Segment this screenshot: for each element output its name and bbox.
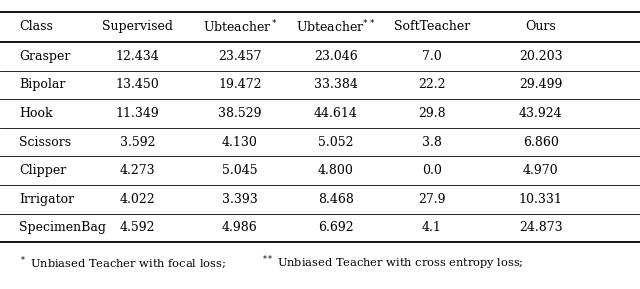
Text: Ours: Ours	[525, 20, 556, 33]
Text: 5.052: 5.052	[318, 136, 354, 149]
Text: 29.499: 29.499	[519, 78, 563, 91]
Text: 33.384: 33.384	[314, 78, 358, 91]
Text: Grasper: Grasper	[19, 50, 70, 63]
Text: 8.468: 8.468	[318, 193, 354, 206]
Text: Scissors: Scissors	[19, 136, 71, 149]
Text: 10.331: 10.331	[519, 193, 563, 206]
Text: 4.1: 4.1	[422, 221, 442, 234]
Text: 27.9: 27.9	[419, 193, 445, 206]
Text: 3.393: 3.393	[222, 193, 258, 206]
Text: 20.203: 20.203	[519, 50, 563, 63]
Text: SoftTeacher: SoftTeacher	[394, 20, 470, 33]
Text: 7.0: 7.0	[422, 50, 442, 63]
Text: 6.860: 6.860	[523, 136, 559, 149]
Text: 3.592: 3.592	[120, 136, 156, 149]
Text: 29.8: 29.8	[418, 107, 446, 120]
Text: 13.450: 13.450	[116, 78, 159, 91]
Text: $^*$ Unbiased Teacher with focal loss;: $^*$ Unbiased Teacher with focal loss;	[19, 254, 226, 271]
Text: Ubteacher$^*$: Ubteacher$^*$	[203, 18, 277, 35]
Text: 4.273: 4.273	[120, 164, 156, 177]
Text: 22.2: 22.2	[419, 78, 445, 91]
Text: 3.8: 3.8	[422, 136, 442, 149]
Text: Supervised: Supervised	[102, 20, 173, 33]
Text: 44.614: 44.614	[314, 107, 358, 120]
Text: Class: Class	[19, 20, 53, 33]
Text: 19.472: 19.472	[218, 78, 262, 91]
Text: 4.970: 4.970	[523, 164, 559, 177]
Text: 23.046: 23.046	[314, 50, 358, 63]
Text: Ubteacher$^{**}$: Ubteacher$^{**}$	[296, 18, 376, 35]
Text: 0.0: 0.0	[422, 164, 442, 177]
Text: SpecimenBag: SpecimenBag	[19, 221, 106, 234]
Text: 4.592: 4.592	[120, 221, 156, 234]
Text: 11.349: 11.349	[116, 107, 159, 120]
Text: 6.692: 6.692	[318, 221, 354, 234]
Text: 5.045: 5.045	[222, 164, 258, 177]
Text: 43.924: 43.924	[519, 107, 563, 120]
Text: Bipolar: Bipolar	[19, 78, 65, 91]
Text: 4.800: 4.800	[318, 164, 354, 177]
Text: 38.529: 38.529	[218, 107, 262, 120]
Text: 4.130: 4.130	[222, 136, 258, 149]
Text: 23.457: 23.457	[218, 50, 262, 63]
Text: 4.986: 4.986	[222, 221, 258, 234]
Text: Hook: Hook	[19, 107, 53, 120]
Text: Irrigator: Irrigator	[19, 193, 74, 206]
Text: $^{**}$ Unbiased Teacher with cross entropy loss;: $^{**}$ Unbiased Teacher with cross entr…	[262, 254, 524, 272]
Text: Clipper: Clipper	[19, 164, 67, 177]
Text: 4.022: 4.022	[120, 193, 156, 206]
Text: 12.434: 12.434	[116, 50, 159, 63]
Text: 24.873: 24.873	[519, 221, 563, 234]
